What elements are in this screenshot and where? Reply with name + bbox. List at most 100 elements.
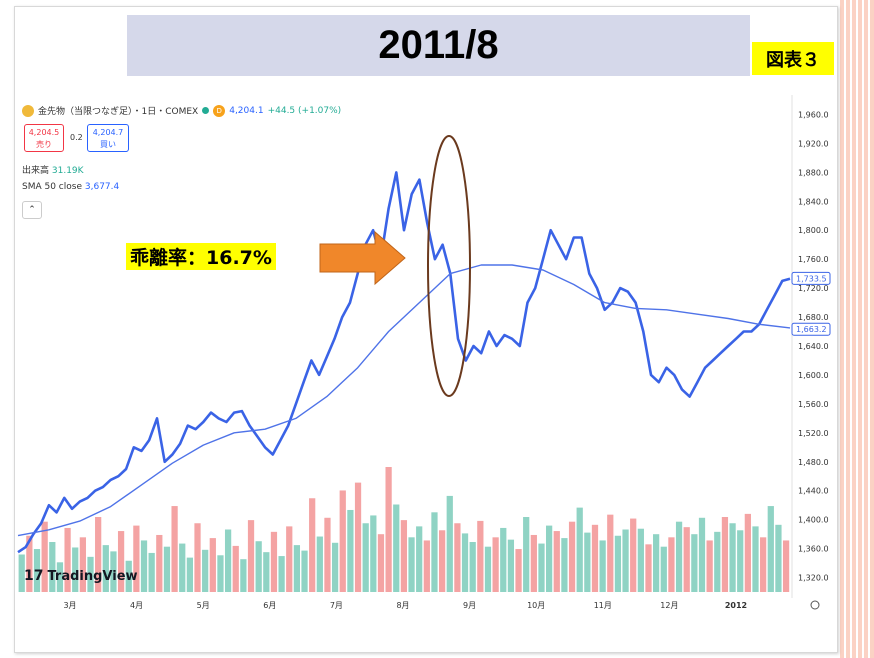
sma-legend[interactable]: SMA 50 close 3,677.4	[22, 182, 119, 192]
volume-bar	[553, 531, 560, 592]
volume-bar	[339, 490, 346, 592]
peak-highlight-ellipse	[427, 135, 471, 397]
y-tick-label: 1,720.0	[798, 284, 829, 293]
y-tick-label: 1,800.0	[798, 226, 829, 235]
volume-bar	[668, 537, 675, 592]
deviation-callout: 乖離率：16.7%	[126, 243, 276, 270]
volume-bar	[171, 506, 178, 592]
x-tick-label: 5月	[197, 601, 210, 610]
x-tick-label: 4月	[130, 601, 143, 610]
volume-bar	[416, 526, 423, 592]
volume-bar	[301, 550, 308, 592]
volume-bar	[484, 546, 492, 592]
slide-title: 2011/8	[127, 15, 750, 76]
volume-bar	[752, 526, 759, 592]
tradingview-logo: 17 TradingView	[24, 568, 138, 584]
volume-bar	[760, 537, 767, 592]
volume-bar	[41, 521, 48, 592]
volume-bar	[33, 549, 41, 592]
volume-bar	[240, 559, 247, 592]
volume-bar	[599, 540, 606, 592]
volume-bar	[469, 542, 476, 592]
volume-bar	[286, 526, 293, 592]
volume-bar	[362, 523, 369, 592]
volume-bar	[446, 495, 453, 592]
volume-bar	[546, 525, 553, 592]
collapse-legend-button[interactable]: ⌃	[22, 201, 42, 219]
volume-bar	[561, 538, 568, 592]
market-status-icon	[202, 107, 210, 114]
volume-bar	[675, 521, 683, 592]
volume-bar	[186, 557, 194, 592]
y-tick-label: 1,400.0	[798, 516, 829, 525]
volume-bar	[507, 539, 515, 592]
volume-bar	[377, 534, 385, 592]
volume-legend[interactable]: 出来高 31.19K	[22, 163, 84, 176]
volume-bar	[247, 520, 255, 592]
sma-label: SMA 50 close	[22, 182, 82, 192]
price-tag-label: 1,663.2	[796, 325, 827, 334]
volume-bar	[117, 531, 125, 592]
x-tick-label: 7月	[330, 601, 343, 610]
volume-bar	[775, 524, 782, 592]
y-tick-label: 1,960.0	[798, 110, 829, 119]
volume-bar	[492, 537, 499, 592]
volume-bar	[729, 523, 736, 592]
buy-button[interactable]: 4,204.7 買い	[87, 124, 129, 152]
volume-bar	[423, 540, 430, 592]
y-tick-label: 1,920.0	[798, 139, 829, 148]
last-price: 4,204.1	[229, 105, 264, 116]
volume-bar	[202, 549, 209, 592]
volume-bar	[232, 545, 239, 592]
volume-bar	[87, 556, 94, 592]
volume-bar	[782, 540, 790, 592]
y-tick-label: 1,680.0	[798, 313, 829, 322]
volume-bar	[653, 534, 660, 592]
volume-bar	[133, 525, 140, 592]
x-tick-label: 8月	[396, 601, 409, 610]
y-tick-label: 1,480.0	[798, 458, 829, 467]
volume-bar	[217, 555, 224, 592]
tradingview-logo-text: TradingView	[47, 568, 138, 584]
volume-bar	[461, 533, 469, 592]
volume-bar	[706, 540, 713, 592]
spread-value: 0.2	[70, 133, 83, 142]
volume-bar	[331, 542, 339, 592]
volume-bar	[515, 549, 522, 592]
volume-bar	[194, 523, 201, 592]
volume-bar	[148, 552, 155, 592]
x-tick-label: 3月	[63, 601, 76, 610]
volume-bar	[530, 534, 537, 592]
volume-bar	[591, 524, 599, 592]
symbol-title[interactable]: 金先物（当限つなぎ足）・1日・COMEX	[38, 107, 199, 117]
volume-bar	[523, 517, 530, 592]
volume-bar	[538, 543, 545, 592]
y-tick-label: 1,320.0	[798, 574, 829, 583]
volume-bar	[400, 520, 408, 592]
volume-bar	[568, 521, 576, 592]
volume-bar	[179, 543, 186, 592]
volume-bar	[309, 498, 316, 592]
volume-bar	[744, 513, 751, 592]
decorative-side-stripes	[840, 0, 874, 658]
volume-bar	[64, 527, 71, 592]
gold-coin-icon	[22, 104, 34, 117]
axis-settings-icon	[810, 600, 820, 610]
y-tick-label: 1,840.0	[798, 197, 829, 206]
sell-button[interactable]: 4,204.5 売り	[24, 124, 64, 152]
volume-bar	[125, 560, 132, 592]
volume-bar	[370, 515, 377, 592]
sell-price: 4,204.5	[28, 128, 60, 137]
volume-value: 31.19K	[51, 166, 84, 176]
y-tick-label: 1,360.0	[798, 545, 829, 554]
volume-bar	[140, 540, 148, 592]
volume-bar	[714, 531, 721, 592]
x-tick-label: 2012	[725, 601, 747, 610]
price-change: +44.5 (+1.07%)	[267, 105, 342, 116]
volume-bar	[500, 527, 507, 592]
buy-label: 買い	[100, 140, 116, 149]
volume-bar	[767, 506, 774, 592]
volume-bar	[630, 518, 637, 592]
y-tick-label: 1,600.0	[798, 371, 829, 380]
